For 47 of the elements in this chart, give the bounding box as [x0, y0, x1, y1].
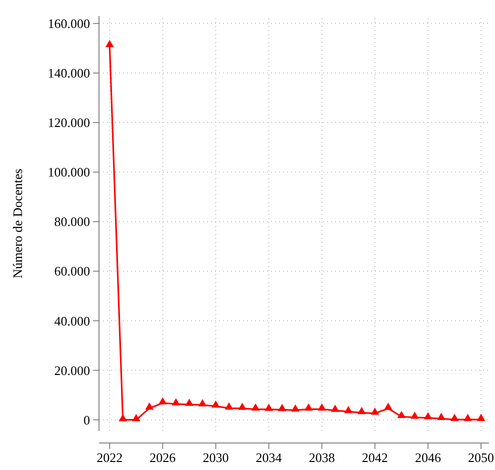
point — [330, 404, 340, 412]
point — [437, 412, 446, 420]
x-tick-label: 2042 — [362, 450, 388, 465]
point — [118, 414, 128, 422]
point — [384, 402, 392, 410]
point — [238, 402, 246, 410]
x-tick-label: 2022 — [96, 450, 123, 465]
point — [212, 400, 220, 408]
x-tick-label: 2026 — [150, 450, 176, 465]
point — [357, 406, 366, 414]
point — [397, 410, 406, 418]
point — [344, 406, 353, 414]
x-tick-label: 2050 — [468, 450, 494, 465]
y-axis-title: Número de Docentes — [10, 168, 25, 278]
point — [198, 399, 207, 406]
y-tick-label: 100.000 — [48, 164, 90, 180]
x-tick-label: 2046 — [414, 450, 442, 465]
point — [278, 404, 286, 412]
y-tick-label: 120.000 — [48, 115, 90, 130]
point — [291, 404, 300, 412]
point — [410, 412, 419, 419]
y-tick-label: 0 — [84, 412, 90, 428]
point — [424, 412, 432, 420]
point — [304, 403, 313, 411]
point — [224, 402, 234, 410]
point — [145, 402, 154, 410]
point — [464, 414, 472, 422]
y-tick-label: 80.000 — [54, 214, 90, 230]
point — [476, 414, 486, 422]
point — [450, 414, 459, 422]
y-tick-label: 60.000 — [54, 264, 90, 279]
y-tick-label: 140.000 — [48, 66, 90, 81]
point — [105, 40, 114, 48]
point — [172, 398, 180, 406]
x-tick-label: 2034 — [256, 450, 282, 465]
point — [158, 397, 167, 404]
y-tick-label: 160.000 — [48, 16, 90, 31]
point — [185, 398, 194, 406]
point — [132, 414, 140, 422]
point — [318, 403, 326, 411]
y-tick-label: 20.000 — [54, 362, 90, 378]
x-tick-label: 2038 — [308, 450, 335, 465]
x-tick-label: 2030 — [202, 450, 229, 465]
point — [264, 404, 273, 411]
y-tick-label: 40.000 — [54, 313, 90, 328]
point — [251, 403, 260, 411]
point — [370, 408, 380, 415]
